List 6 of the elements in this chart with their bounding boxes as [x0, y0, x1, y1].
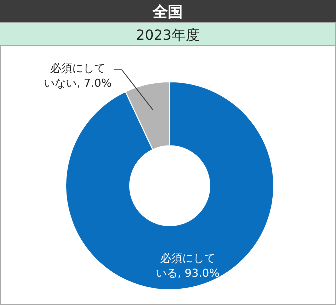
subtitle-bar: 2023年度 [0, 22, 336, 46]
title-bar: 全国 [0, 0, 336, 23]
slice-label: 必須にしている, 93.0% [156, 252, 220, 280]
chart-title: 全国 [152, 3, 183, 21]
slice-label: 必須にしていない, 7.0% [44, 62, 112, 90]
chart-subtitle: 2023年度 [136, 28, 200, 44]
